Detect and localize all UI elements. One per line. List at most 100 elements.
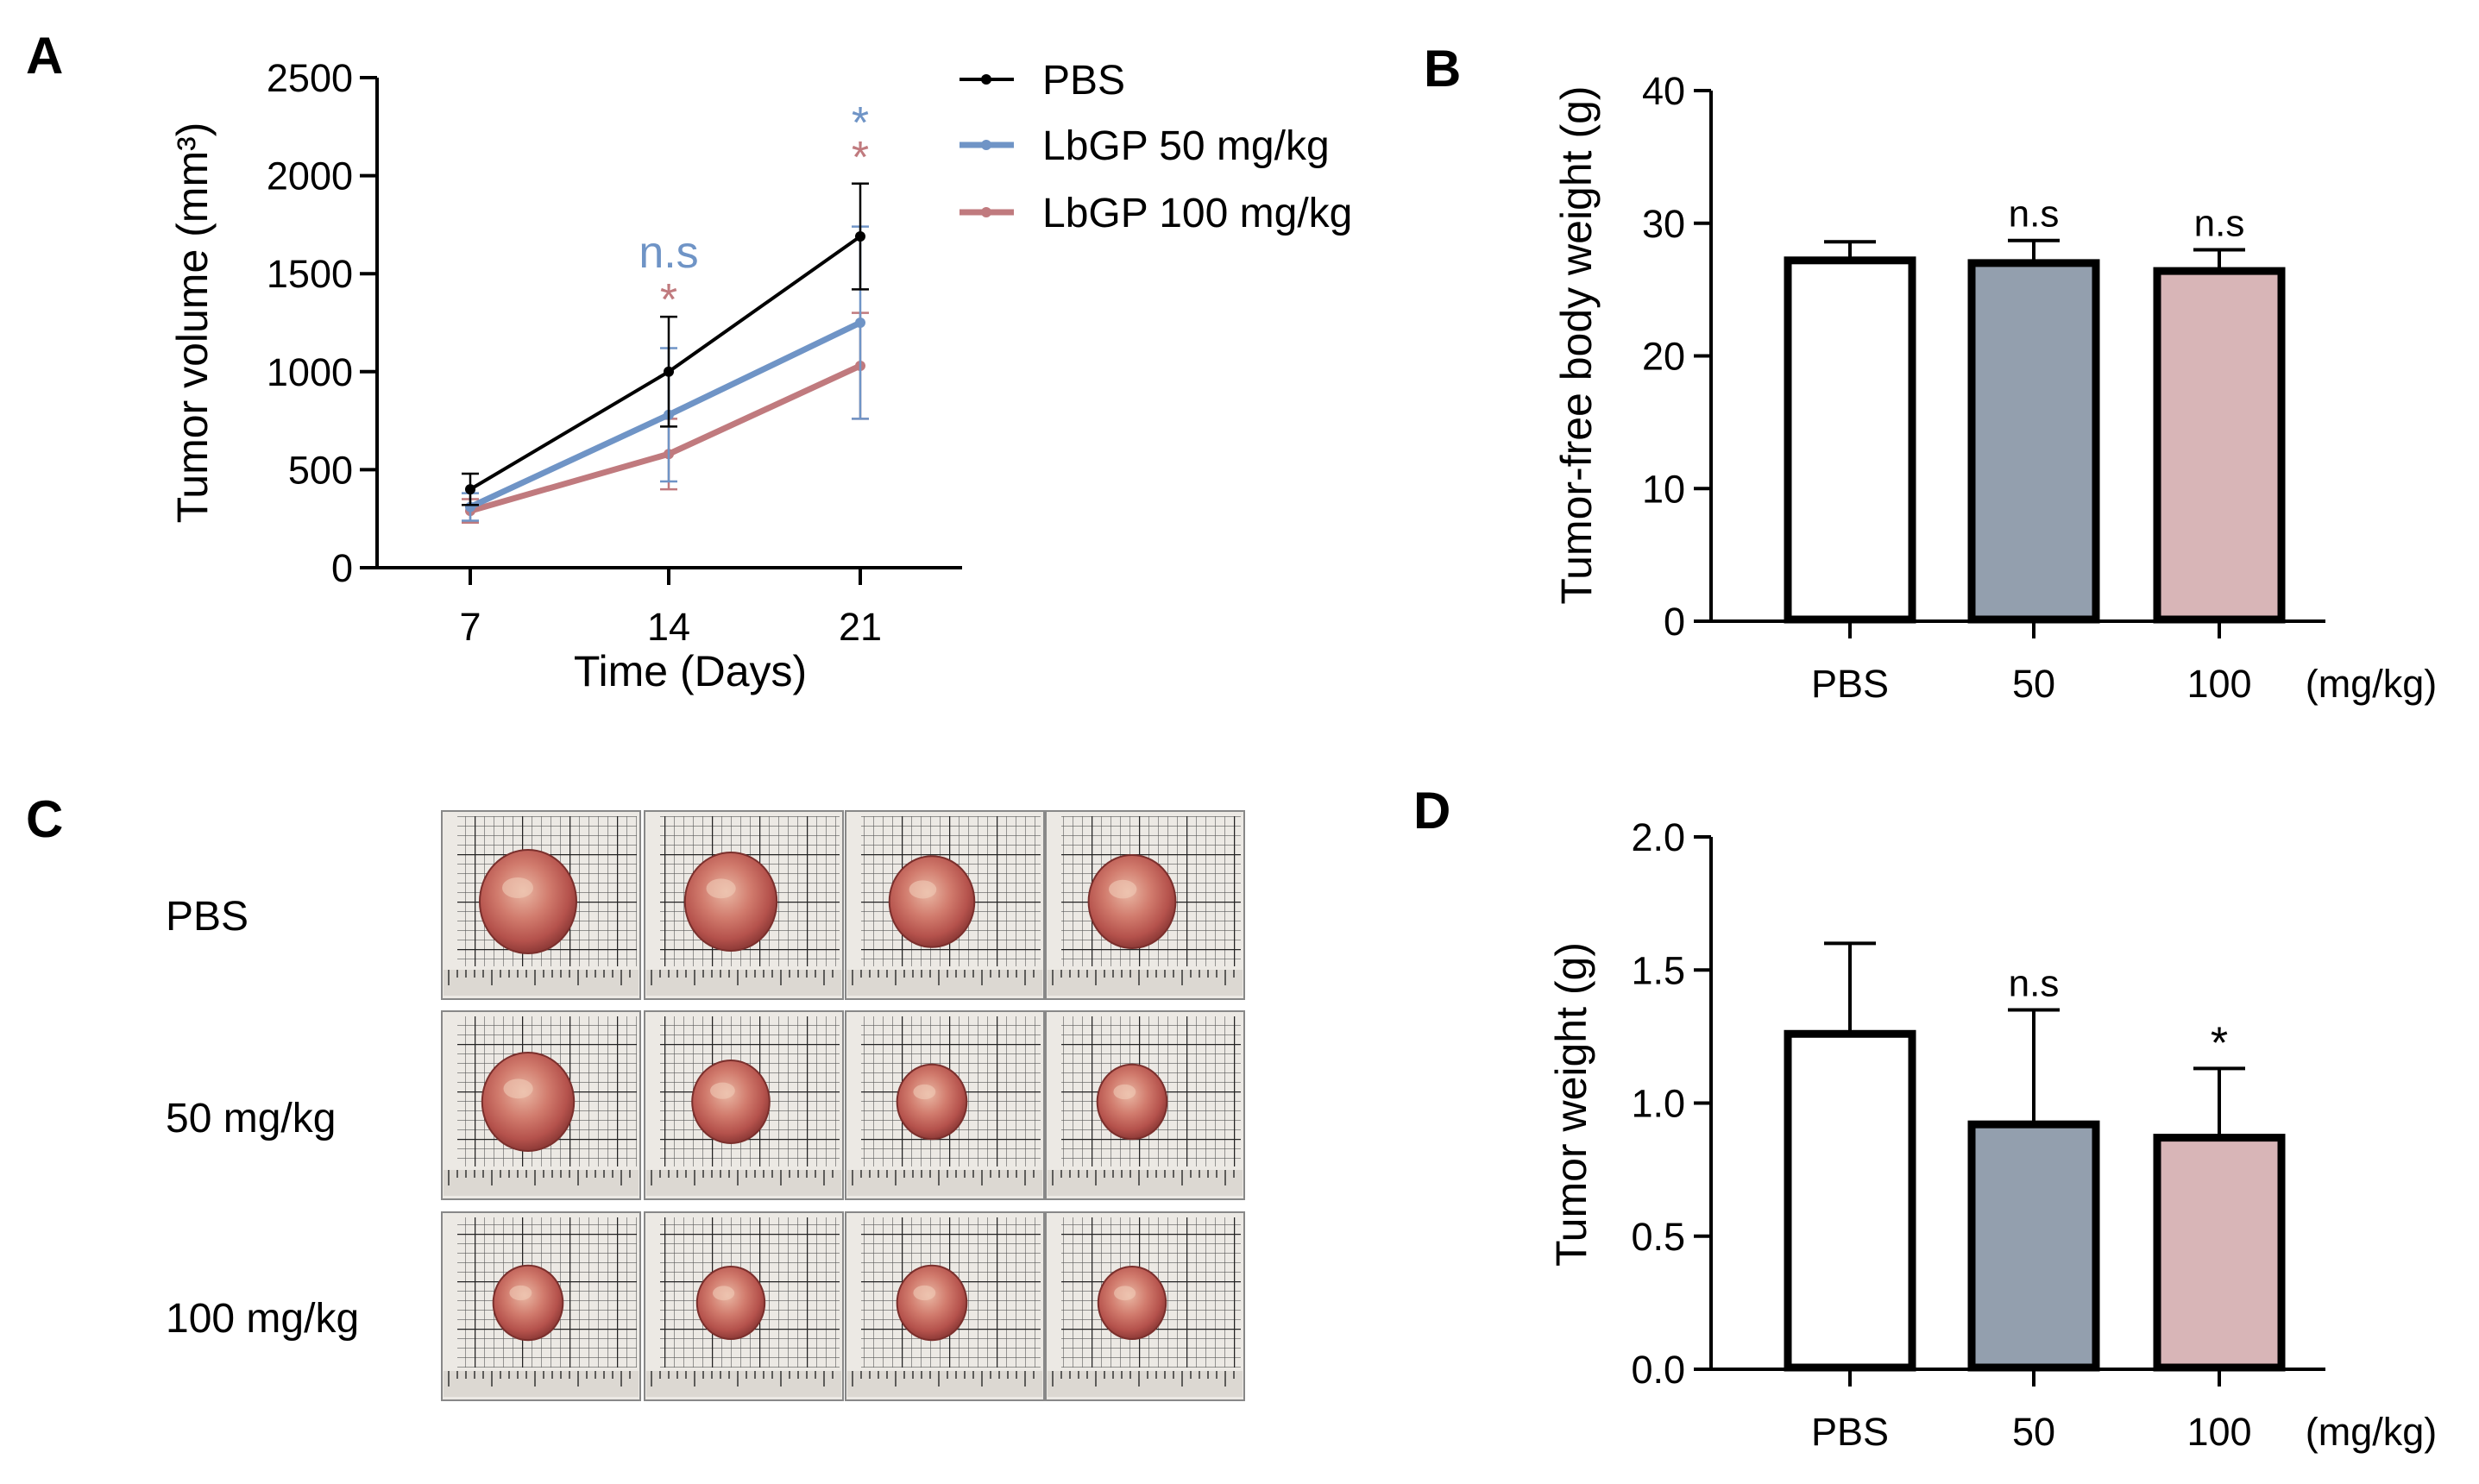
tumor-photo bbox=[441, 810, 641, 1000]
panel-b-y-tick-label: 20 bbox=[1642, 335, 1685, 379]
panel-a-legend: PBS LbGP 50 mg/kg LbGP 100 mg/kg bbox=[960, 58, 1352, 236]
panel-d-x-tick-label: 100 bbox=[2186, 1410, 2251, 1454]
panel-d-y-tick-label: 1.5 bbox=[1631, 948, 1685, 992]
tumor-specimen bbox=[691, 1060, 771, 1144]
panel-a-legend-marker bbox=[981, 140, 991, 150]
panel-a-y-tick-label: 2000 bbox=[267, 154, 353, 198]
panel-b-y-tick-label: 10 bbox=[1642, 467, 1685, 511]
panel-b-x-tick-label: PBS bbox=[1811, 662, 1889, 706]
panel-a-x-axis-title: Time (Days) bbox=[574, 647, 807, 695]
panel-a-data-point bbox=[664, 366, 674, 377]
panel-a-y-tick-label: 1500 bbox=[267, 252, 353, 296]
panel-b-y-tick-label: 30 bbox=[1642, 202, 1685, 246]
panel-a-x-tick-label: 14 bbox=[647, 605, 690, 649]
tumor-specimen bbox=[1097, 1266, 1167, 1340]
ruler-strip bbox=[444, 970, 639, 996]
panel-a-significance-label: * bbox=[852, 133, 869, 183]
panel-a-data-point bbox=[855, 231, 865, 242]
ruler-strip bbox=[1048, 970, 1243, 996]
ruler-strip bbox=[847, 1371, 1042, 1397]
tumor-photo bbox=[644, 810, 844, 1000]
panel-d-y-tick-label: 2.0 bbox=[1631, 815, 1685, 859]
ruler-strip bbox=[1048, 1170, 1243, 1196]
tumor-photo bbox=[845, 810, 1045, 1000]
panel-b-significance-label: n.s bbox=[2009, 193, 2060, 236]
panel-d-significance-label: n.s bbox=[2009, 963, 2060, 1005]
tumor-photo bbox=[1045, 1010, 1245, 1200]
panel-d-y-tick-label: 0.5 bbox=[1631, 1215, 1685, 1259]
panel-d-x-tick-label: PBS bbox=[1811, 1410, 1889, 1454]
tumor-specimen bbox=[896, 1264, 968, 1342]
tumor-highlight bbox=[502, 877, 533, 898]
panel-b-significance-label: n.s bbox=[2194, 203, 2245, 245]
tumor-specimen bbox=[479, 849, 577, 954]
panel-c-row-label-50: 50 mg/kg bbox=[166, 1096, 336, 1141]
panel-a-legend-label: LbGP 100 mg/kg bbox=[1042, 191, 1352, 236]
ruler-strip bbox=[646, 1170, 841, 1196]
tumor-highlight bbox=[1109, 879, 1137, 899]
tumor-specimen bbox=[1087, 854, 1177, 949]
panel-d-y-tick-label: 1.0 bbox=[1631, 1082, 1685, 1126]
panel-a-legend-marker bbox=[981, 207, 991, 217]
ruler-strip bbox=[847, 970, 1042, 996]
panel-a-significance-label: * bbox=[660, 275, 677, 325]
panel-d-bar-100 bbox=[2153, 1134, 2286, 1372]
tumor-highlight bbox=[509, 1285, 532, 1301]
tumor-photo bbox=[644, 1211, 844, 1401]
panel-b-unit-label: (mg/kg) bbox=[2306, 662, 2438, 706]
tumor-specimen bbox=[481, 1052, 576, 1152]
panel-c-row-label-100: 100 mg/kg bbox=[166, 1296, 359, 1342]
panel-a-legend-label: PBS bbox=[1042, 58, 1125, 104]
tumor-specimen bbox=[683, 852, 778, 952]
panel-b-bar-50 bbox=[1967, 259, 2100, 624]
tumor-highlight bbox=[909, 880, 937, 899]
ruler-strip bbox=[1048, 1371, 1243, 1397]
tumor-highlight bbox=[1114, 1286, 1136, 1301]
tumor-photo bbox=[1045, 1211, 1245, 1401]
panel-a-data-point bbox=[855, 318, 865, 328]
panel-a-y-tick-label: 2500 bbox=[267, 56, 353, 100]
panel-a-significance-label: n.s bbox=[639, 228, 698, 278]
tumor-photo bbox=[644, 1010, 844, 1200]
tumor-photo bbox=[441, 1010, 641, 1200]
panel-a-data-point bbox=[465, 484, 475, 495]
tumor-specimen bbox=[492, 1264, 564, 1342]
ruler-strip bbox=[444, 1170, 639, 1196]
tumor-photo bbox=[441, 1211, 641, 1401]
tumor-highlight bbox=[503, 1078, 533, 1099]
panel-b-bar-chart: 0 10 20 30 40 n.s n.s PBS 50 100 (mg/kg) Tumor-… bbox=[1552, 69, 2437, 706]
tumor-highlight bbox=[1113, 1084, 1136, 1100]
panel-b-bar-100 bbox=[2153, 267, 2286, 624]
panel-label-d: D bbox=[1413, 782, 1450, 839]
panel-a-x-tick-label: 21 bbox=[839, 605, 882, 649]
panel-d-unit-label: (mg/kg) bbox=[2306, 1410, 2438, 1454]
panel-d-y-axis-title: Tumor weight (g) bbox=[1547, 942, 1595, 1267]
panel-c-tumor-photos: PBS 50 mg/kg 100 mg/kg bbox=[166, 810, 1245, 1401]
panel-a-y-tick-label: 0 bbox=[331, 546, 353, 590]
ruler-strip bbox=[444, 1371, 639, 1397]
panel-b-y-tick-label: 0 bbox=[1664, 600, 1685, 644]
ruler-strip bbox=[847, 1170, 1042, 1196]
panel-a-y-tick-label: 1000 bbox=[267, 350, 353, 394]
ruler-strip bbox=[646, 1371, 841, 1397]
tumor-specimen bbox=[695, 1266, 766, 1340]
panel-d-bar-pbs bbox=[1784, 1029, 1916, 1372]
panel-a-y-axis-title: Tumor volume (mm³) bbox=[168, 123, 217, 524]
panel-d-x-tick-label: 50 bbox=[2012, 1410, 2055, 1454]
ruler-strip bbox=[646, 970, 841, 996]
panel-c-row-label-pbs: PBS bbox=[166, 894, 249, 940]
tumor-specimen bbox=[896, 1063, 968, 1141]
tumor-highlight bbox=[710, 1082, 735, 1099]
panel-b-bar-pbs bbox=[1784, 256, 1916, 624]
panel-label-a: A bbox=[26, 27, 63, 85]
panel-b-x-tick-label: 50 bbox=[2012, 662, 2055, 706]
tumor-highlight bbox=[713, 1286, 735, 1301]
panel-d-bar-50 bbox=[1967, 1120, 2100, 1372]
panel-d-significance-label: * bbox=[2211, 1018, 2228, 1068]
tumor-specimen bbox=[1096, 1063, 1168, 1141]
panel-d-bar-chart: 0.0 0.5 1.0 1.5 2.0 n.s * PBS 50 100 (mg/kg) Tu… bbox=[1547, 815, 2437, 1454]
tumor-photo bbox=[845, 1211, 1045, 1401]
tumor-highlight bbox=[706, 878, 736, 899]
